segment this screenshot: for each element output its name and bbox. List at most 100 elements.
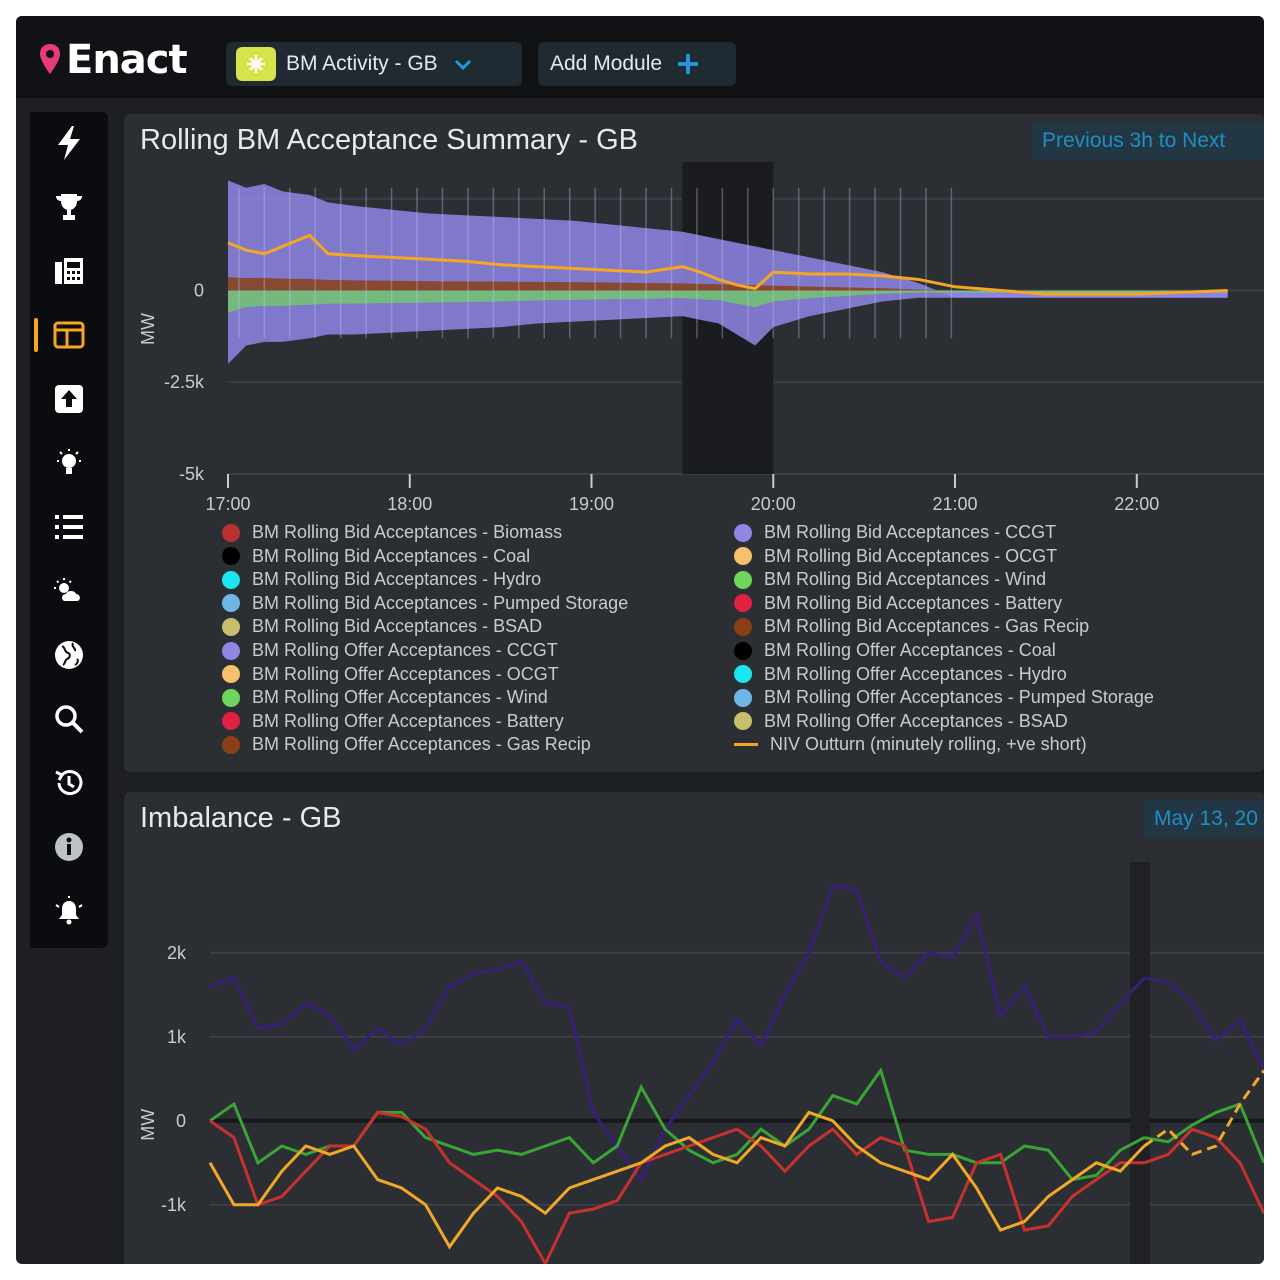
series-line-forecast (1143, 976, 1264, 1072)
y-tick-label: -5k (179, 464, 205, 484)
panel-title: Imbalance - GB (140, 802, 342, 834)
legend-swatch (734, 594, 752, 613)
globe-icon (55, 641, 83, 669)
add-module-button[interactable]: Add Module (538, 42, 736, 86)
sidebar-item-bolt[interactable] (30, 118, 108, 168)
legend-swatch (734, 547, 752, 566)
niv-outturn-line (227, 233, 1228, 296)
bm-acceptance-panel: Rolling BM Acceptance Summary - GB Previ… (124, 114, 1264, 772)
legend-swatch (734, 688, 752, 707)
legend-item[interactable]: BM Rolling Bid Acceptances - Biomass (222, 522, 562, 543)
legend-swatch (734, 523, 752, 542)
legend-item[interactable]: BM Rolling Bid Acceptances - OCGT (734, 546, 1057, 567)
y-tick-label: 0 (176, 1111, 186, 1131)
legend-item[interactable]: BM Rolling Bid Acceptances - Pumped Stor… (222, 593, 628, 614)
legend-item[interactable]: BM Rolling Bid Acceptances - CCGT (734, 522, 1056, 543)
legend-label: BM Rolling Bid Acceptances - Battery (764, 592, 1063, 613)
module-selector[interactable]: BM Activity - GB (226, 42, 522, 86)
wind-bid-area (228, 290, 1228, 313)
sidebar-item-list[interactable] (30, 502, 108, 552)
sidebar-item-layout[interactable] (30, 310, 108, 360)
legend-item[interactable]: BM Rolling Bid Acceptances - Hydro (222, 569, 541, 590)
layout-icon (53, 321, 85, 349)
legend-item[interactable]: BM Rolling Offer Acceptances - Coal (734, 640, 1056, 661)
legend-label: BM Rolling Bid Acceptances - Pumped Stor… (252, 592, 629, 613)
sidebar-item-globe[interactable] (30, 630, 108, 680)
module-label: BM Activity - GB (286, 52, 438, 75)
legend-swatch (734, 570, 752, 589)
x-tick-label: 22:00 (1114, 494, 1159, 514)
legend-item[interactable]: BM Rolling Offer Acceptances - Battery (222, 711, 564, 732)
legend-label: BM Rolling Bid Acceptances - Gas Recip (764, 616, 1090, 637)
legend-label: BM Rolling Offer Acceptances - Pumped St… (764, 687, 1154, 708)
imbalance-chart: 2k 1k 0 -1k MW (138, 862, 1264, 1264)
upload-icon (55, 385, 83, 413)
series-line-forecast (1143, 1069, 1264, 1157)
legend-item[interactable]: BM Rolling Offer Acceptances - Pumped St… (734, 687, 1154, 708)
legend-item[interactable]: BM Rolling Offer Acceptances - BSAD (734, 711, 1068, 732)
legend-label: BM Rolling Bid Acceptances - BSAD (252, 616, 543, 637)
legend-label: BM Rolling Offer Acceptances - CCGT (252, 640, 558, 660)
legend-item[interactable]: BM Rolling Offer Acceptances - Gas Recip (222, 734, 591, 755)
y-axis-label: MW (138, 1109, 158, 1141)
legend-swatch (222, 570, 240, 589)
legend-item[interactable]: BM Rolling Offer Acceptances - Hydro (734, 664, 1067, 685)
sidebar-item-info[interactable] (30, 822, 108, 872)
x-tick-label: 21:00 (932, 494, 977, 514)
legend-swatch (734, 617, 752, 636)
y-tick-label: 2k (167, 943, 187, 963)
series-line (209, 1110, 1145, 1264)
legend-swatch (222, 735, 240, 754)
date-selector[interactable]: May 13, 20 (1144, 800, 1264, 838)
legend-swatch (222, 712, 240, 731)
legend-label: BM Rolling Offer Acceptances - Coal (764, 640, 1056, 660)
sidebar-item-fax[interactable] (30, 246, 108, 296)
legend-item[interactable]: BM Rolling Bid Acceptances - Wind (734, 569, 1046, 590)
legend-item[interactable]: BM Rolling Bid Acceptances - Gas Recip (734, 616, 1089, 637)
sidebar-item-lightbulb[interactable] (30, 438, 108, 488)
pin-icon (40, 44, 60, 74)
enact-logo[interactable]: Enact (38, 37, 188, 83)
legend-item[interactable]: BM Rolling Offer Acceptances - CCGT (222, 640, 558, 661)
sidebar-item-history[interactable] (30, 758, 108, 808)
sidebar-item-upload[interactable] (30, 374, 108, 424)
legend-item[interactable]: BM Rolling Bid Acceptances - Coal (222, 546, 530, 567)
x-tick-label: 19:00 (569, 494, 614, 514)
sidebar-item-weather[interactable] (30, 566, 108, 616)
sidebar-item-search[interactable] (30, 694, 108, 744)
legend-label: BM Rolling Offer Acceptances - Hydro (764, 663, 1067, 684)
sidebar-item-trophy[interactable] (30, 182, 108, 232)
legend-item[interactable]: BM Rolling Bid Acceptances - Battery (734, 593, 1062, 614)
y-tick-label: 0 (194, 280, 204, 300)
app-name: Enact (66, 37, 188, 83)
info-icon (55, 833, 83, 861)
legend-swatch (222, 594, 240, 613)
legend-item[interactable]: BM Rolling Offer Acceptances - Wind (222, 687, 548, 708)
legend-item[interactable]: BM Rolling Bid Acceptances - BSAD (222, 616, 542, 637)
legend-swatch (222, 641, 240, 660)
x-tick-label: 18:00 (387, 494, 432, 514)
trophy-icon (56, 194, 82, 220)
legend-item[interactable]: NIV Outturn (minutely rolling, +ve short… (734, 734, 1087, 755)
lightbulb-icon (57, 449, 81, 474)
series-line-forecast (1143, 1127, 1264, 1214)
ccgt-offer-area (228, 180, 1228, 298)
gas-recip-area (228, 277, 1228, 291)
legend-label: BM Rolling Bid Acceptances - CCGT (764, 522, 1057, 542)
series-line (209, 883, 1146, 1183)
series-line-forecast (1143, 1102, 1264, 1164)
legend-label: BM Rolling Bid Acceptances - OCGT (764, 545, 1058, 566)
x-tick-label: 20:00 (751, 494, 796, 514)
imbalance-panel: Imbalance - GB May 13, 20 2k 1k 0 -1k MW (124, 792, 1264, 1264)
sidebar-item-alert[interactable] (30, 886, 108, 936)
legend-item[interactable]: BM Rolling Offer Acceptances - OCGT (222, 664, 559, 685)
legend-swatch (222, 688, 240, 707)
add-module-label: Add Module (550, 52, 663, 75)
legend-label: BM Rolling Bid Acceptances - Wind (764, 569, 1047, 590)
y-tick-label: 1k (167, 1027, 187, 1047)
legend-label: BM Rolling Bid Acceptances - Coal (252, 545, 531, 566)
time-range-selector[interactable]: Previous 3h to Next (1032, 122, 1264, 160)
y-axis-label: MW (138, 313, 158, 345)
legend-label: BM Rolling Offer Acceptances - BSAD (764, 710, 1068, 731)
list-icon (55, 515, 83, 539)
